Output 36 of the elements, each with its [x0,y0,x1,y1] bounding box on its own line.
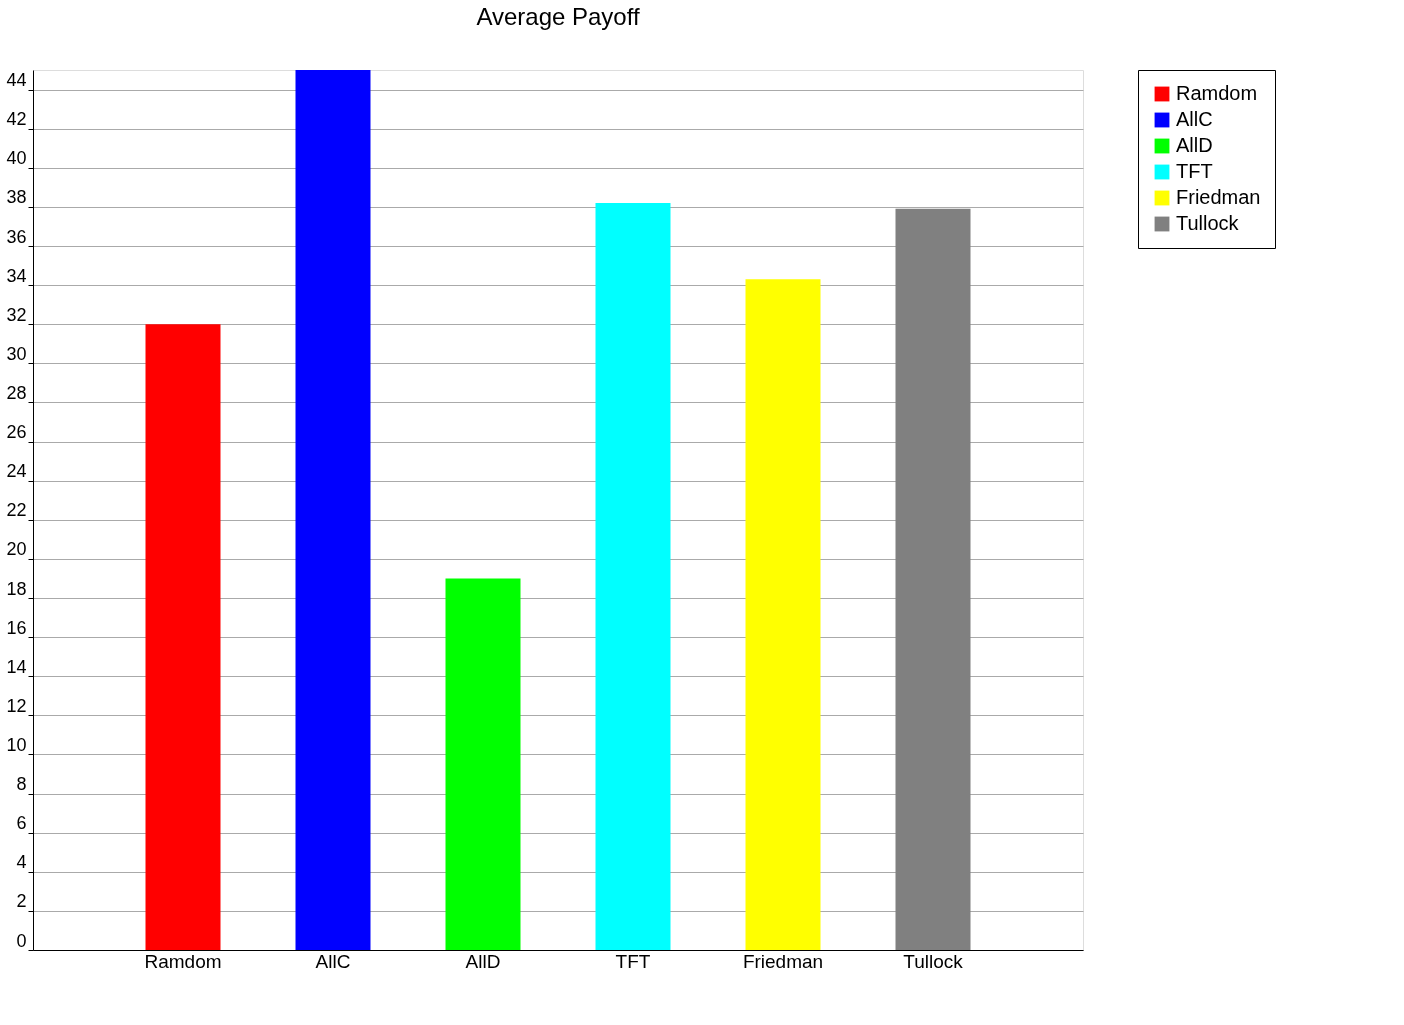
y-tick-label: 8 [16,774,27,795]
y-tick-label: 16 [6,617,27,638]
legend-label: AllD [1176,134,1213,156]
y-tick-label: 0 [16,930,27,951]
y-tick-label: 38 [6,187,27,208]
y-tick-label: 30 [6,343,27,364]
x-tick-label: Friedman [742,950,824,972]
chart-title: Average Payoff [476,2,640,30]
x-tick-label: AllD [465,950,501,972]
legend-label: Friedman [1176,186,1261,208]
x-tick-label: Tullock [903,950,964,972]
y-tick-label: 2 [16,891,27,912]
legend-label: Tullock [1176,212,1240,234]
legend-label: AllC [1176,108,1213,130]
x-tick-label: TFT [615,950,651,972]
y-tick-label: 26 [6,422,27,443]
y-tick-label: 42 [6,109,27,130]
y-tick-label: 20 [6,539,27,560]
y-tick-label: 44 [6,70,27,91]
y-tick-label: 4 [16,852,27,873]
y-tick-label: 32 [6,304,27,325]
y-tick-label: 40 [6,148,27,169]
y-tick-label: 22 [6,500,27,521]
y-tick-label: 24 [6,461,27,482]
legend-label: Ramdom [1176,82,1258,104]
y-tick-label: 34 [6,265,27,286]
y-tick-label: 18 [6,578,27,599]
y-tick-label: 10 [6,734,27,755]
y-tick-label: 36 [6,226,27,247]
y-tick-label: 6 [16,813,27,834]
y-tick-label: 28 [6,382,27,403]
y-tick-label: 14 [6,656,27,677]
y-tick-label: 12 [6,695,27,716]
legend-label: TFT [1176,160,1213,182]
x-tick-label: Ramdom [144,950,222,972]
x-tick-label: AllC [315,950,351,972]
